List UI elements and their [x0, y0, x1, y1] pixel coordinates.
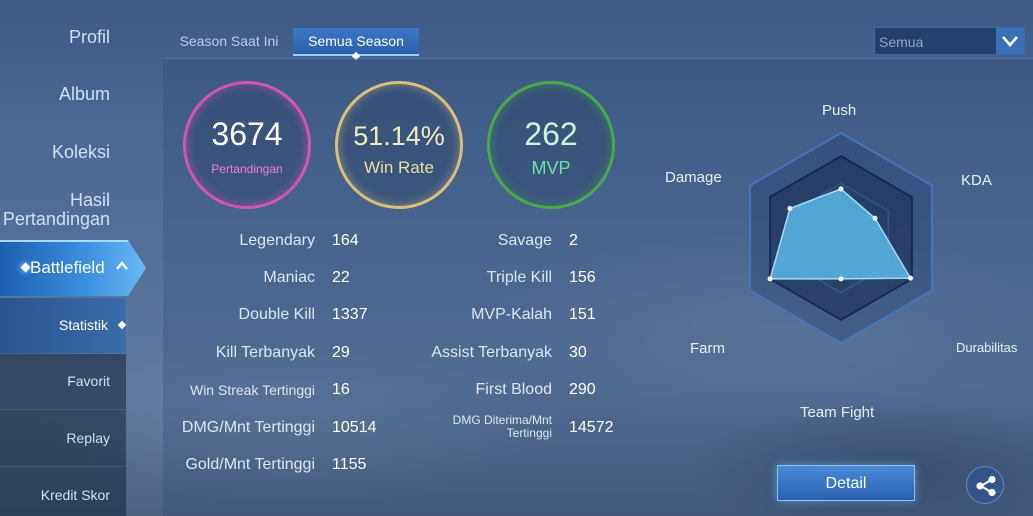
submenu-item-replay[interactable]: Replay [0, 411, 126, 467]
mvp-label: MVP [531, 158, 571, 178]
stat-value: 10514 [332, 419, 377, 436]
sidebar: Profil Album Koleksi Hasil Pertandingan [0, 0, 126, 516]
stat-value: 156 [569, 269, 596, 286]
submenu-item-favorit[interactable]: Favorit [0, 354, 126, 410]
stat-value: 1155 [332, 456, 367, 473]
stat-label: Maniac [263, 269, 315, 286]
win-rate-label: Win Rate [364, 158, 434, 177]
win-rate-ring: 51.14% Win Rate [335, 81, 463, 209]
matches-label: Pertandingan [211, 162, 283, 176]
dropdown-toggle[interactable] [996, 28, 1024, 54]
radar-point-farm [767, 276, 773, 282]
tab-label: Semua Season [308, 33, 404, 49]
sidebar-item-battlefield-label: Battlefield [30, 258, 105, 277]
stat-label: MVP-Kalah [471, 306, 552, 323]
stat-value: 151 [569, 306, 596, 323]
chevron-down-icon [1002, 36, 1018, 47]
mvp-value: 262 [524, 116, 578, 152]
active-marker-icon [117, 320, 127, 330]
sidebar-item-profil[interactable]: Profil [69, 28, 110, 47]
dropdown-value: Semua [879, 34, 924, 50]
submenu-item-label: Favorit [67, 373, 110, 389]
stat-value: 30 [569, 344, 587, 361]
radar-label-damage: Damage [665, 169, 722, 186]
sidebar-item-label: Koleksi [51, 142, 110, 162]
stat-value: 14572 [569, 419, 614, 436]
stat-label: Legendary [239, 232, 315, 249]
stat-label: Gold/Mnt Tertinggi [185, 456, 315, 473]
submenu-item-statistik[interactable]: Statistik [0, 298, 127, 354]
season-filter-dropdown[interactable]: Semua [874, 27, 1025, 55]
tab-season-saat-ini[interactable]: Season Saat Ini [170, 28, 288, 56]
stat-label: Savage [497, 232, 552, 249]
radar-svg [749, 131, 933, 345]
stat-label: DMG Diterima/Mnt Tertinggi [452, 413, 552, 440]
chevron-up-icon[interactable] [116, 260, 128, 272]
sidebar-item-label: Album [58, 84, 110, 104]
sidebar-item-label: Hasil Pertandingan [2, 190, 110, 229]
radar-chart [663, 95, 1033, 425]
sidebar-item-koleksi[interactable]: Koleksi [52, 143, 110, 162]
tab-label: Season Saat Ini [179, 33, 279, 49]
sidebar-item-hasil-pertandingan[interactable]: Hasil Pertandingan [0, 191, 110, 229]
radar-point-push [838, 186, 844, 192]
mvp-ring: 262 MVP [487, 81, 615, 209]
radar-point-damage [787, 206, 793, 211]
radar-point-durability [908, 275, 913, 281]
submenu-item-label: Kredit Skor [40, 487, 110, 503]
stat-label: First Blood [475, 381, 552, 398]
matches-ring: 3674 Pertandingan [183, 81, 311, 209]
stat-value: 164 [332, 232, 359, 249]
share-icon [976, 475, 996, 497]
matches-value: 3674 [211, 116, 283, 152]
stat-value: 290 [569, 381, 596, 398]
stat-label: DMG/Mnt Tertinggi [181, 419, 315, 436]
stat-value: 29 [332, 344, 350, 361]
submenu-item-label: Statistik [58, 317, 108, 333]
sidebar-item-album[interactable]: Album [59, 85, 110, 104]
detail-button[interactable]: Detail [777, 465, 915, 501]
stat-label: Win Streak Tertinggi [189, 382, 315, 398]
detail-button-label: Detail [825, 475, 867, 492]
stat-label: Double Kill [238, 306, 315, 323]
radar-point-kda [872, 215, 878, 221]
win-rate-value: 51.14% [353, 121, 445, 151]
radar-label-farm: Farm [690, 340, 725, 357]
stat-label: Triple Kill [486, 269, 552, 286]
radar-label-push: Push [822, 102, 857, 119]
radar-label-team-fight: Team Fight [800, 404, 875, 421]
stat-value: 16 [332, 381, 350, 398]
stat-value: 22 [332, 269, 350, 286]
submenu-item-kredit-skor[interactable]: Kredit Skor [0, 468, 126, 516]
radar-label-kda: KDA [961, 172, 992, 189]
radar-point-team_fight [838, 276, 844, 282]
battlefield-submenu: Statistik Favorit Replay Kredit Skor [0, 298, 127, 516]
submenu-item-label: Replay [66, 430, 110, 446]
tab-semua-season[interactable]: Semua Season [293, 28, 419, 61]
stat-label: Kill Terbanyak [215, 344, 315, 361]
stat-value: 1337 [332, 306, 368, 323]
stat-label: Assist Terbanyak [431, 344, 552, 361]
sidebar-item-label: Profil [68, 27, 110, 47]
share-button[interactable] [966, 466, 1004, 504]
stat-value: 2 [569, 232, 578, 249]
radar-label-durabilitas: Durabilitas [956, 340, 1018, 355]
